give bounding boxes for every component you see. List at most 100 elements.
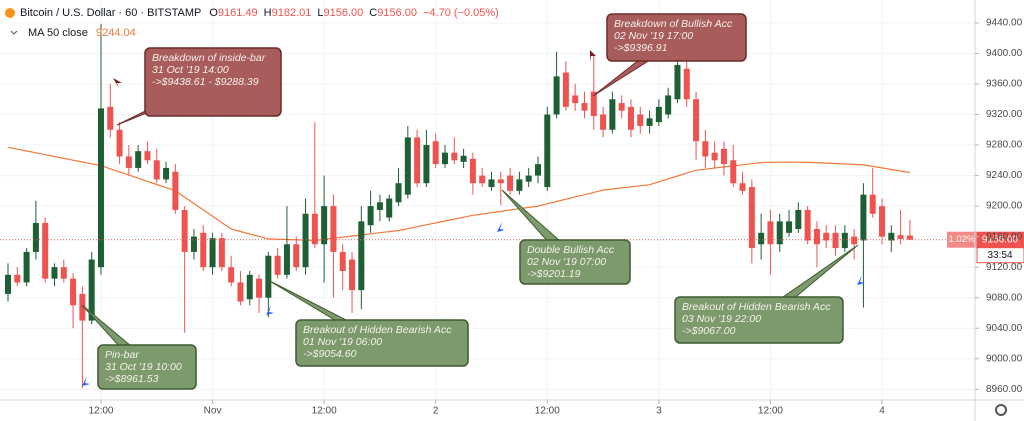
candle-body	[786, 221, 793, 233]
candle-body	[358, 221, 365, 291]
y-tick-label: 9440.00	[986, 18, 1023, 29]
candle-body	[702, 141, 709, 157]
candle-body	[209, 238, 216, 268]
callout-text: Double Bullish Acc	[527, 244, 615, 256]
candle-body	[860, 194, 867, 241]
candle-body	[711, 152, 718, 161]
buy-marker	[497, 222, 505, 232]
buy-marker	[266, 305, 274, 315]
candle-body	[534, 164, 541, 176]
candle-body	[283, 244, 290, 275]
candle-body	[804, 209, 811, 241]
candle-body	[181, 209, 188, 252]
candle-body	[553, 76, 560, 115]
ohlc-values: O 9161.49 H 9182.01 L 9156.00 C 9156.00 −4.70 (−…	[209, 7, 499, 19]
candle-body	[293, 244, 300, 268]
candle-body	[311, 213, 318, 245]
candle-body	[395, 183, 402, 203]
candle-body	[79, 293, 86, 321]
candle-body	[758, 232, 765, 245]
y-tick-label: 9000.00	[986, 353, 1023, 364]
candle-body	[609, 99, 616, 130]
ohlc-key: L	[317, 7, 323, 19]
candle-body	[637, 114, 644, 126]
candle-body	[581, 103, 588, 111]
candle-body	[274, 255, 281, 275]
legend: Bitcoin / U.S. Dollar · 60 · BITSTAMP O 9…	[5, 7, 499, 39]
candle-body	[469, 158, 476, 184]
y-tick-label: 9120.00	[986, 262, 1023, 273]
countdown-label: 33:54	[987, 250, 1012, 261]
y-tick-label: 9080.00	[986, 292, 1023, 303]
candle-body	[562, 72, 569, 107]
candle-body	[237, 282, 244, 302]
callout-text: ->$9067.00	[682, 325, 736, 337]
ohlc-value: 9156.00	[324, 7, 364, 19]
price-box	[977, 231, 1024, 248]
candle-body	[97, 108, 104, 268]
candle-body	[655, 106, 662, 123]
collapse-icon	[10, 30, 18, 35]
candle-body	[144, 151, 151, 161]
change-label: 1.02%	[949, 234, 976, 245]
callout-box	[97, 344, 197, 390]
candle-body	[488, 179, 495, 188]
candle-body	[516, 179, 523, 191]
candle-body	[125, 156, 132, 168]
buy-marker	[857, 275, 865, 285]
ohlc-value: 9182.01	[272, 7, 312, 19]
candle-body	[618, 103, 625, 111]
callout-text: Breakdown of inside-bar	[152, 52, 266, 64]
candle-body	[665, 95, 672, 115]
candle-body	[767, 221, 774, 245]
sell-marker	[113, 78, 122, 88]
candle-body	[544, 114, 551, 188]
candle-body	[479, 175, 486, 184]
candle-body	[367, 206, 374, 226]
candle-body	[414, 137, 421, 184]
candle-body	[813, 229, 820, 245]
candle-body	[163, 167, 170, 180]
change-value: −4.70 (−0.05%)	[423, 7, 499, 19]
candle-body	[51, 267, 58, 279]
candle-body	[42, 222, 49, 279]
candle-body	[572, 95, 579, 104]
candle-body	[60, 267, 67, 279]
candle-body	[693, 99, 700, 142]
candle-body	[683, 68, 690, 100]
ohlc-key: H	[264, 7, 272, 19]
candle-body	[432, 141, 439, 165]
candle-body	[646, 118, 653, 126]
ma-label: MA 50 close	[28, 27, 88, 39]
candle-body	[525, 175, 532, 182]
candles	[4, 23, 913, 389]
candle-body	[748, 187, 755, 249]
buy-marker	[82, 376, 90, 386]
countdown-box	[976, 247, 1024, 264]
candle-body	[442, 152, 449, 165]
candle-body	[674, 64, 681, 100]
candle-body	[172, 171, 179, 210]
axes: 8960.00 9000.00 9040.00 9080.00 9120.00 9160.…	[88, 18, 1022, 417]
settings-icon[interactable]	[995, 404, 1007, 416]
candle-body	[832, 232, 839, 249]
ohlc-key: O	[209, 7, 218, 19]
candle-body	[823, 232, 830, 241]
candle-body	[70, 278, 77, 306]
symbol-name: Bitcoin / U.S. Dollar · 60 · BITSTAMP	[20, 7, 201, 19]
x-tick-label: 3	[656, 406, 662, 417]
price-label: 9156.00	[982, 234, 1019, 245]
candle-body	[841, 232, 848, 249]
candle-body	[879, 206, 886, 237]
candle-body	[851, 236, 858, 245]
candle-body	[888, 232, 895, 241]
callout-text: ->$9438.61 - $9288.39	[152, 76, 259, 88]
x-tick-label: 12:00	[535, 406, 560, 417]
candle-body	[88, 259, 95, 321]
ohlc-value: 9156.00	[377, 7, 417, 19]
callout-box	[295, 319, 469, 367]
candle-body	[897, 235, 904, 239]
callout-text: ->$8961.53	[105, 373, 159, 385]
y-tick-label: 9400.00	[986, 48, 1023, 59]
candle-body	[386, 198, 393, 218]
